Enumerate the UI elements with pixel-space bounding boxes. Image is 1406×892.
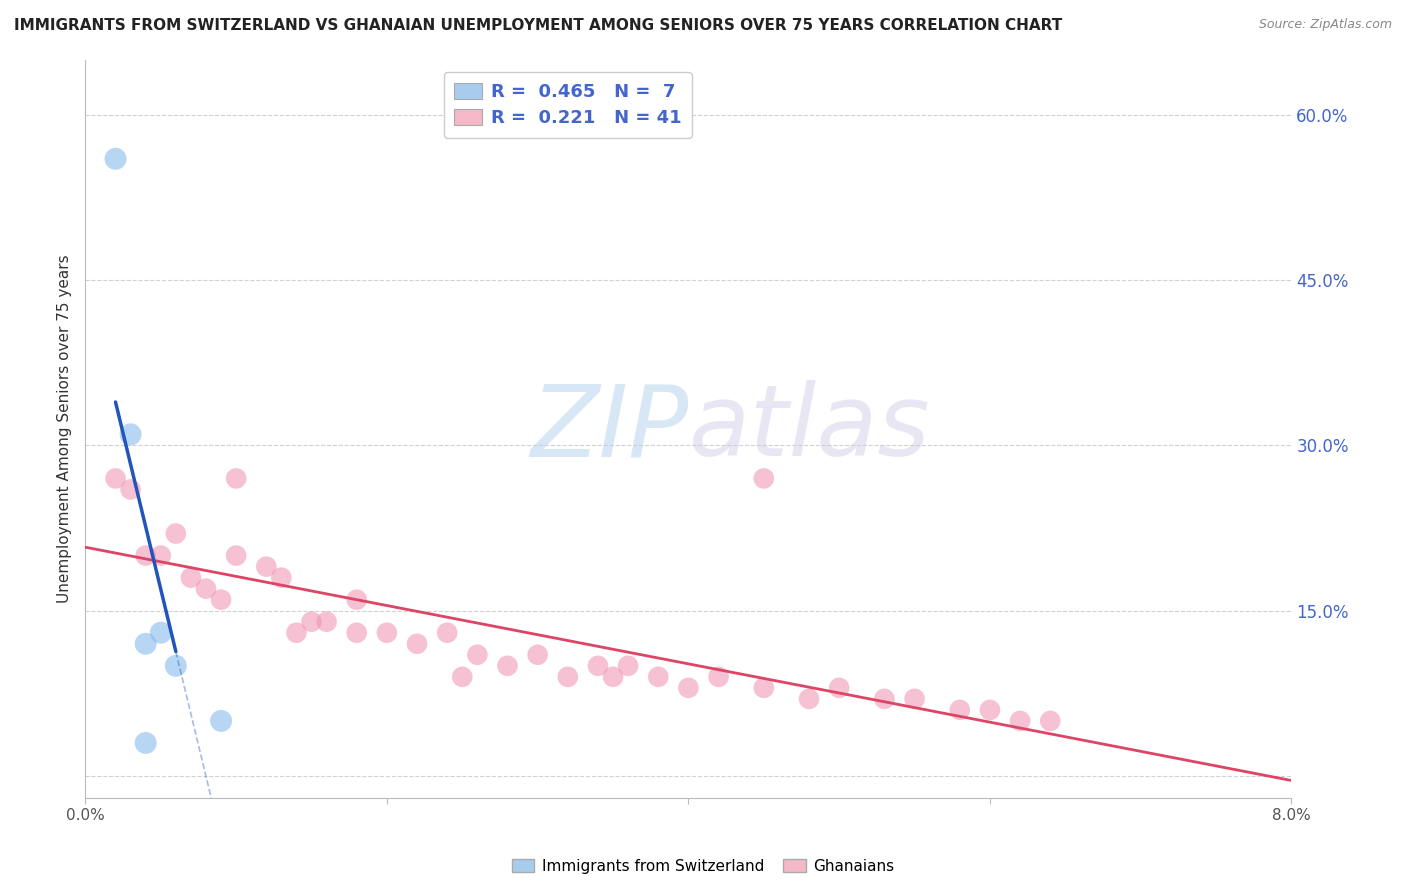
Point bbox=[195, 582, 218, 596]
Point bbox=[752, 471, 775, 485]
Point bbox=[225, 549, 247, 563]
Point bbox=[873, 691, 896, 706]
Point bbox=[1010, 714, 1032, 728]
Text: IMMIGRANTS FROM SWITZERLAND VS GHANAIAN UNEMPLOYMENT AMONG SENIORS OVER 75 YEARS: IMMIGRANTS FROM SWITZERLAND VS GHANAIAN … bbox=[14, 18, 1063, 33]
Point bbox=[707, 670, 730, 684]
Y-axis label: Unemployment Among Seniors over 75 years: Unemployment Among Seniors over 75 years bbox=[58, 254, 72, 603]
Point bbox=[949, 703, 972, 717]
Point bbox=[678, 681, 700, 695]
Point bbox=[104, 152, 127, 166]
Point bbox=[225, 471, 247, 485]
Point bbox=[165, 526, 187, 541]
Point bbox=[617, 658, 640, 673]
Point bbox=[135, 637, 157, 651]
Point bbox=[209, 714, 232, 728]
Point bbox=[135, 736, 157, 750]
Point bbox=[315, 615, 337, 629]
Text: atlas: atlas bbox=[689, 380, 929, 477]
Point bbox=[104, 471, 127, 485]
Point bbox=[451, 670, 474, 684]
Point bbox=[346, 625, 368, 640]
Point bbox=[903, 691, 925, 706]
Point bbox=[602, 670, 624, 684]
Point bbox=[149, 549, 172, 563]
Legend: R =  0.465   N =  7, R =  0.221   N = 41: R = 0.465 N = 7, R = 0.221 N = 41 bbox=[444, 72, 692, 137]
Point bbox=[180, 571, 202, 585]
Legend: Immigrants from Switzerland, Ghanaians: Immigrants from Switzerland, Ghanaians bbox=[505, 853, 901, 880]
Point bbox=[586, 658, 609, 673]
Point bbox=[496, 658, 519, 673]
Point bbox=[406, 637, 429, 651]
Point bbox=[254, 559, 277, 574]
Point bbox=[149, 625, 172, 640]
Text: ZIP: ZIP bbox=[530, 380, 689, 477]
Point bbox=[797, 691, 820, 706]
Point bbox=[557, 670, 579, 684]
Point bbox=[120, 483, 142, 497]
Text: Source: ZipAtlas.com: Source: ZipAtlas.com bbox=[1258, 18, 1392, 31]
Point bbox=[135, 549, 157, 563]
Point bbox=[467, 648, 489, 662]
Point bbox=[436, 625, 458, 640]
Point bbox=[285, 625, 308, 640]
Point bbox=[828, 681, 851, 695]
Point bbox=[346, 592, 368, 607]
Point bbox=[120, 427, 142, 442]
Point bbox=[752, 681, 775, 695]
Point bbox=[165, 658, 187, 673]
Point bbox=[526, 648, 548, 662]
Point bbox=[209, 592, 232, 607]
Point bbox=[270, 571, 292, 585]
Point bbox=[1039, 714, 1062, 728]
Point bbox=[979, 703, 1001, 717]
Point bbox=[301, 615, 323, 629]
Point bbox=[375, 625, 398, 640]
Point bbox=[647, 670, 669, 684]
